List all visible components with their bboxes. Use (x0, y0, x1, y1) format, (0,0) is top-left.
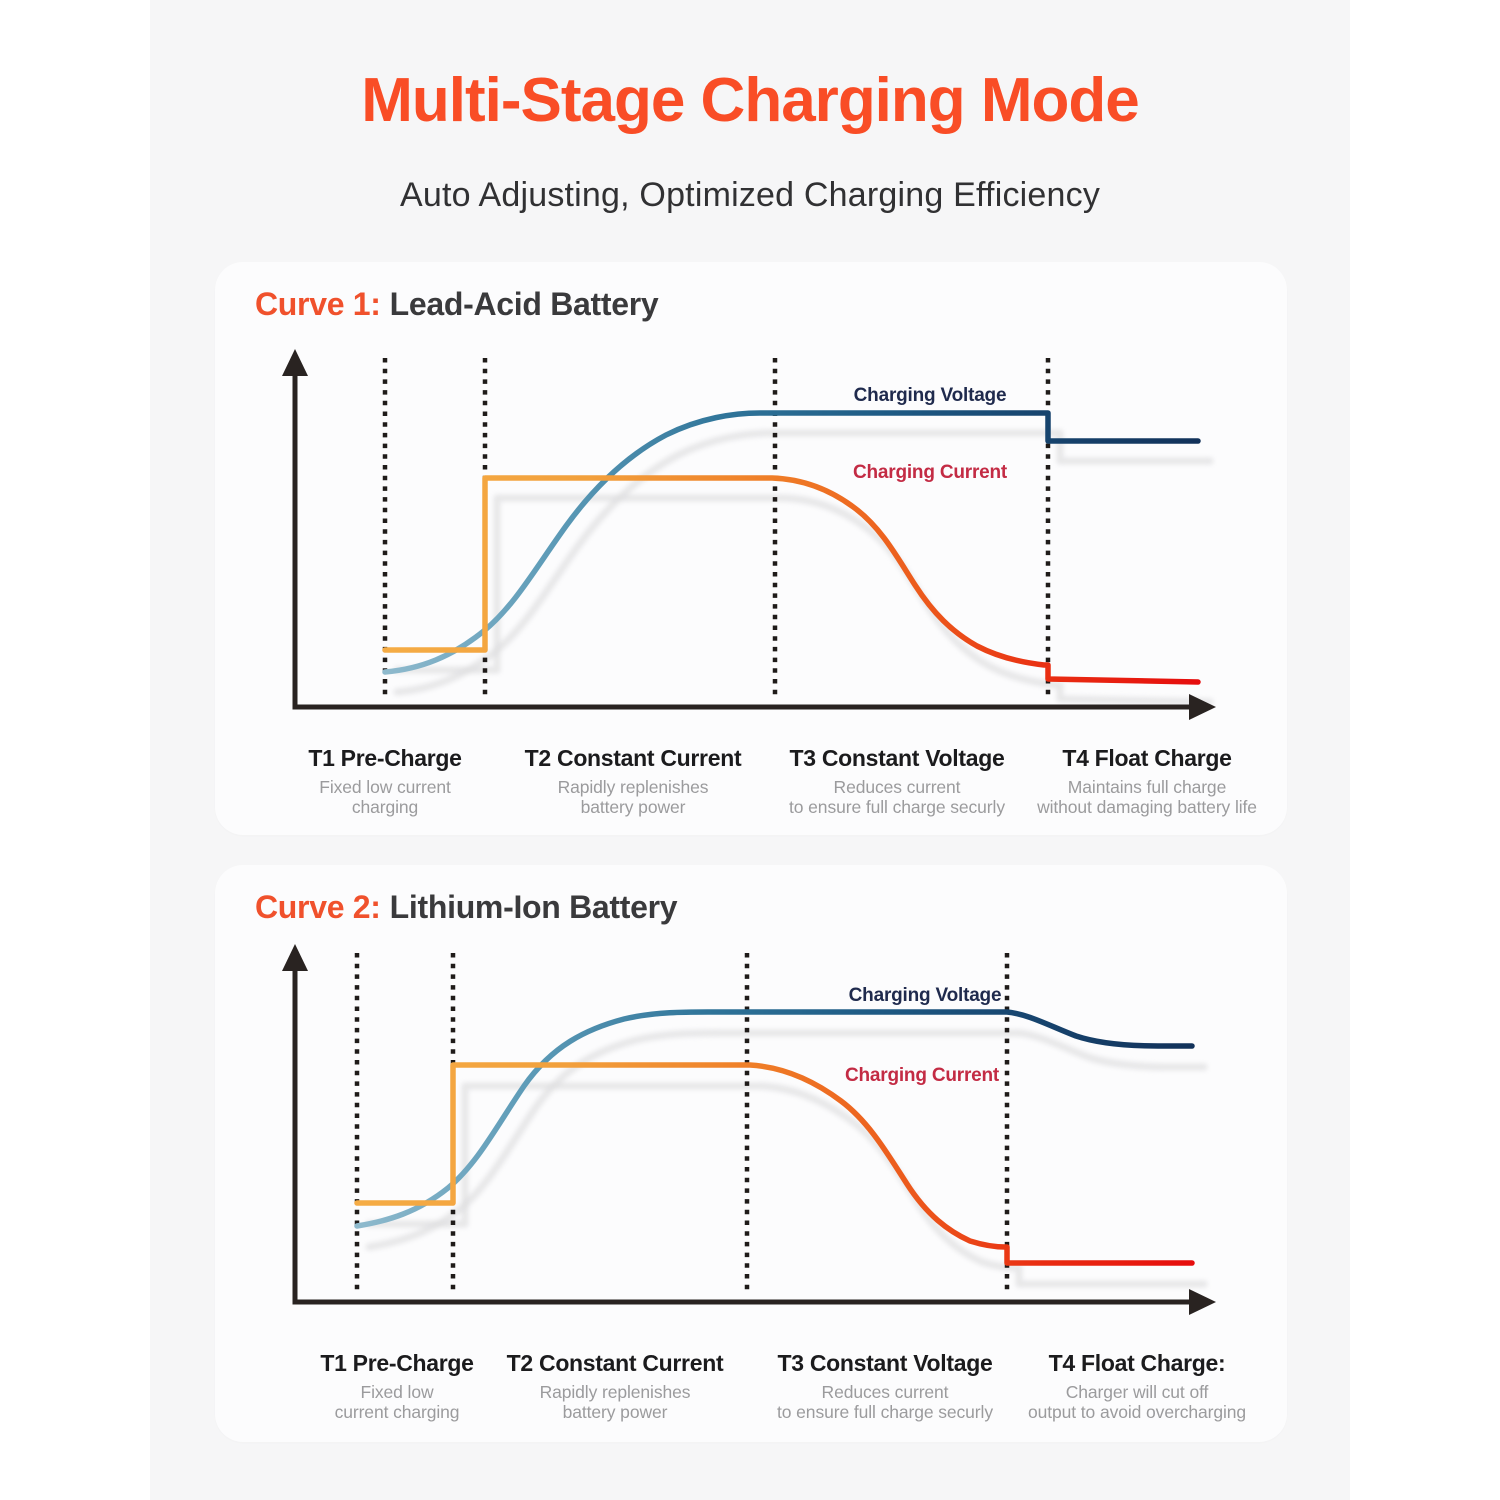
chart-heading-accent: Curve 1: (255, 286, 381, 322)
stage-title: T4 Float Charge: (1048, 1350, 1226, 1376)
stage-title: T4 Float Charge (1062, 745, 1232, 771)
charging-voltage-curve (354, 1009, 1195, 1229)
stage-label: T3 Constant Voltage Reduces current to en… (789, 745, 1005, 818)
stage-title: T1 Pre-Charge (308, 745, 462, 771)
y-axis-arrow (282, 349, 308, 376)
stage-description: Fixed low current charging (319, 777, 451, 818)
stage-description: Rapidly replenishes battery power (539, 1382, 691, 1423)
chart-heading: Curve 2: Lithium-Ion Battery (255, 889, 678, 926)
charging-current-label: Charging Current (845, 1065, 1000, 1086)
stage-label: T4 Float Charge: Charger will cut off out… (1028, 1350, 1246, 1423)
stage-title: T1 Pre-Charge (320, 1350, 474, 1376)
charging-voltage-label: Charging Voltage (849, 985, 1002, 1006)
lithium-ion-chart: Charging Voltage Charging Current (282, 944, 1216, 1315)
stage-label: T4 Float Charge Maintains full charge wit… (1037, 745, 1257, 818)
chart-heading-text: Lithium-Ion Battery (389, 889, 678, 925)
chart-card-lithium-ion: Curve 2: Lithium-Ion Battery Charging Vol… (215, 865, 1287, 1442)
chart-heading-text: Lead-Acid Battery (389, 286, 659, 322)
stage-description: Maintains full charge without damaging b… (1037, 777, 1257, 818)
stage-title: T2 Constant Current (506, 1350, 724, 1376)
page-subtitle: Auto Adjusting, Optimized Charging Effic… (399, 176, 1101, 214)
stage-description: Rapidly replenishes battery power (557, 777, 709, 818)
stage-label: T2 Constant Current Rapidly replenishes b… (525, 745, 742, 818)
stage-label: T1 Pre-Charge Fixed low current charging (308, 745, 462, 818)
stage-title: T3 Constant Voltage (789, 745, 1005, 771)
stage-label: T1 Pre-Charge Fixed low current charging (320, 1350, 474, 1423)
chart-heading: Curve 1: Lead-Acid Battery (255, 286, 659, 323)
axes (292, 963, 1198, 1305)
curve-shadows (393, 429, 1214, 706)
lead-acid-chart: Charging Voltage Charging Current (282, 349, 1216, 720)
charging-current-label: Charging Current (853, 462, 1008, 483)
charging-current-curve (382, 475, 1201, 685)
charging-current-curve (354, 1062, 1195, 1266)
page-title: Multi-Stage Charging Mode (361, 66, 1140, 135)
charging-voltage-curve (382, 410, 1201, 675)
stage-description: Reduces current to ensure full charge se… (777, 1382, 993, 1423)
stage-title: T3 Constant Voltage (777, 1350, 993, 1376)
stage-label: T3 Constant Voltage Reduces current to en… (777, 1350, 993, 1423)
stage-description: Fixed low current charging (334, 1382, 460, 1423)
stage-description: Charger will cut off output to avoid ove… (1027, 1382, 1247, 1423)
axes (292, 368, 1198, 710)
stage-description: Reduces current to ensure full charge se… (789, 777, 1005, 818)
x-axis-arrow (1189, 1289, 1216, 1315)
chart-heading-accent: Curve 2: (255, 889, 381, 925)
stage-label: T2 Constant Current Rapidly replenishes b… (507, 1350, 724, 1423)
stage-title: T2 Constant Current (524, 745, 742, 771)
y-axis-arrow (282, 944, 308, 971)
chart-card-lead-acid: Curve 1: Lead-Acid Battery Charging Volta… (215, 262, 1287, 835)
x-axis-arrow (1189, 694, 1216, 720)
charging-voltage-label: Charging Voltage (854, 385, 1007, 406)
